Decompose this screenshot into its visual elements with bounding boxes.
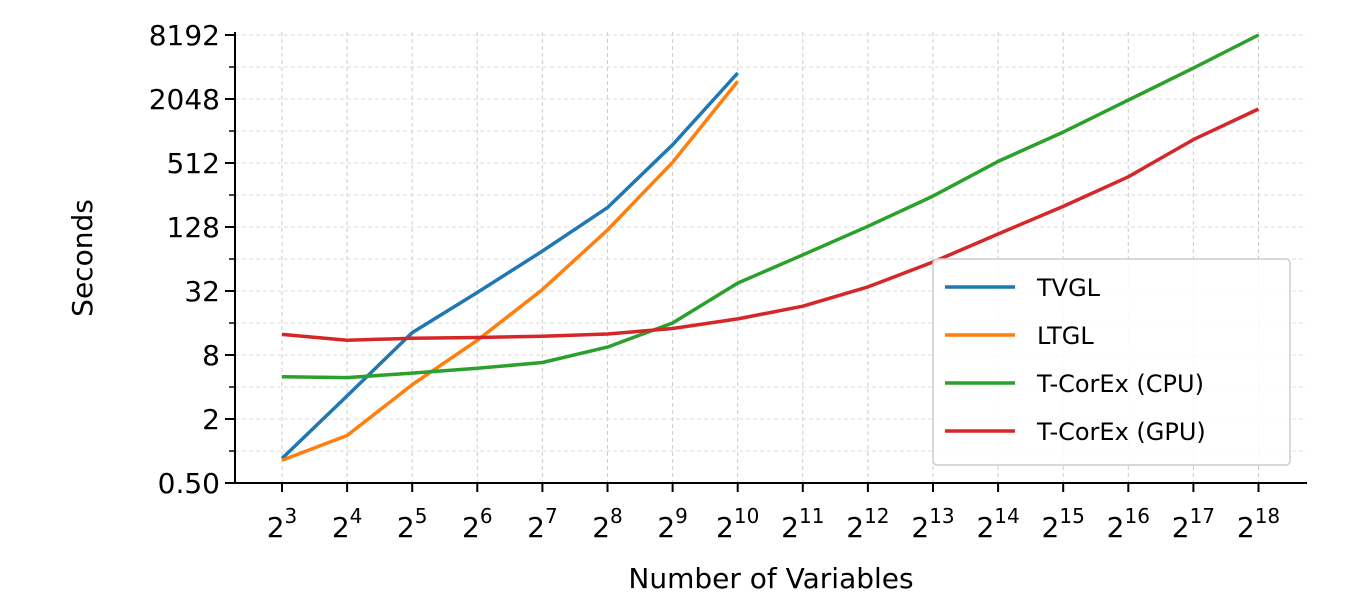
x-tick-exponent: 15 xyxy=(1059,504,1084,528)
y-tick-label: 0.50 xyxy=(158,467,220,500)
y-tick-label: 128 xyxy=(167,211,220,244)
x-tick-label: 28 xyxy=(592,504,623,544)
x-tick-exponent: 16 xyxy=(1124,504,1149,528)
x-tick-label: 26 xyxy=(462,504,493,544)
x-tick-exponent: 18 xyxy=(1255,504,1280,528)
x-tick-label: 25 xyxy=(397,504,428,544)
series-line-t-corex-gpu xyxy=(281,107,1260,343)
series-line-ltgl xyxy=(281,80,740,462)
x-tick-exponent: 6 xyxy=(480,504,493,528)
legend-label: TVGL xyxy=(1036,274,1101,302)
legend-label: T-CorEx (GPU) xyxy=(1036,418,1206,446)
x-tick-exponent: 14 xyxy=(994,504,1019,528)
x-tick-exponent: 17 xyxy=(1190,504,1215,528)
legend-label: LTGL xyxy=(1037,322,1094,350)
x-tick-exponent: 10 xyxy=(734,504,759,528)
y-tick-label: 2 xyxy=(202,403,220,436)
x-tick-exponent: 8 xyxy=(610,504,623,528)
x-tick-label: 23 xyxy=(267,504,298,544)
x-ticks: 23 24 25 26 27 28 29 210 211 212 213 214 215 216 217 21… xyxy=(267,483,1280,544)
series-line-tvgl xyxy=(280,71,739,460)
y-tick-label: 8192 xyxy=(149,19,220,52)
x-tick-label: 215 xyxy=(1042,504,1085,544)
x-tick-exponent: 4 xyxy=(350,504,363,528)
legend-label: T-CorEx (CPU) xyxy=(1036,370,1204,398)
x-tick-label: 212 xyxy=(846,504,889,544)
x-tick-label: 216 xyxy=(1107,504,1150,544)
x-tick-label: 24 xyxy=(332,504,363,544)
x-axis-title: Number of Variables xyxy=(628,562,913,595)
y-tick-label: 8 xyxy=(202,339,220,372)
x-tick-exponent: 7 xyxy=(545,504,558,528)
x-tick-label: 211 xyxy=(781,504,824,544)
legend: TVGL LTGL T-CorEx (CPU) T-CorEx (GPU) xyxy=(932,258,1291,466)
series-line-t-corex-cpu xyxy=(281,33,1260,380)
x-tick-exponent: 13 xyxy=(929,504,954,528)
x-tick-label: 29 xyxy=(657,504,688,544)
x-tick-label: 214 xyxy=(976,504,1019,544)
x-tick-exponent: 12 xyxy=(864,504,889,528)
y-tick-label: 512 xyxy=(167,147,220,180)
x-tick-label: 217 xyxy=(1172,504,1215,544)
series-layer xyxy=(280,33,1260,462)
y-ticks: 0.50 2 8 32 128 512 2048 8192 xyxy=(149,19,235,500)
y-tick-label: 2048 xyxy=(149,83,220,116)
x-tick-exponent: 11 xyxy=(799,504,824,528)
x-tick-exponent: 5 xyxy=(415,504,428,528)
y-tick-label: 32 xyxy=(184,275,220,308)
x-tick-label: 27 xyxy=(527,504,558,544)
x-tick-label: 210 xyxy=(716,504,759,544)
x-tick-exponent: 9 xyxy=(675,504,688,528)
legend-box xyxy=(932,258,1291,466)
x-tick-label: 218 xyxy=(1237,504,1280,544)
y-axis-title: Seconds xyxy=(66,199,99,317)
x-tick-label: 213 xyxy=(911,504,954,544)
x-tick-exponent: 3 xyxy=(285,504,298,528)
